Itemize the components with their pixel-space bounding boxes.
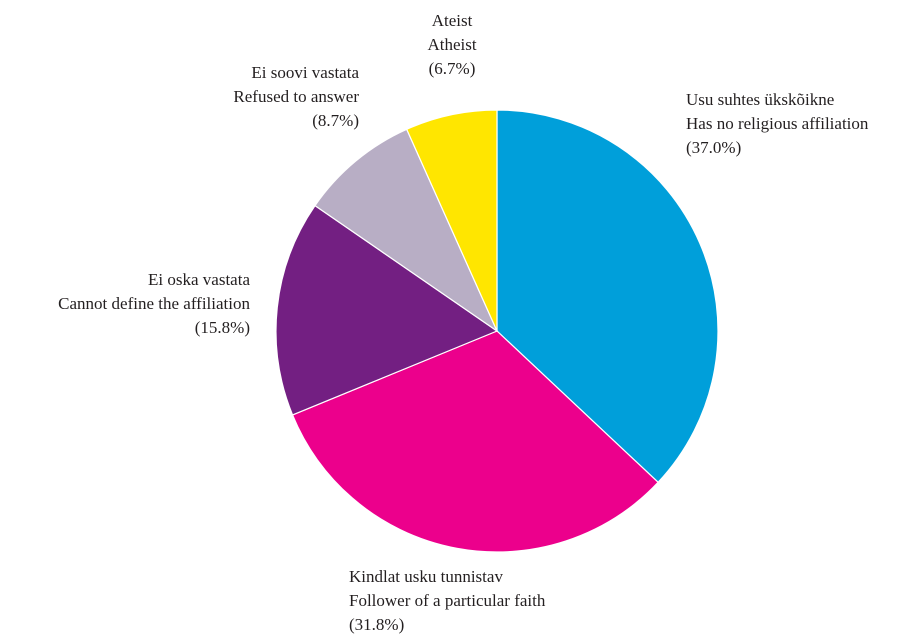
slice-atheist [405,109,498,332]
slice-label-atheist: Ateist Atheist (6.7%) [412,9,492,81]
label-english: Follower of a particular faith [349,591,546,610]
slice-label-refused: Ei soovi vastata Refused to answer (8.7%… [233,61,359,133]
slice-label-no-affiliation: Usu suhtes ükskõikne Has no religious af… [686,88,868,160]
label-english: Refused to answer [233,87,359,106]
label-percent: (31.8%) [349,615,405,634]
label-percent: (37.0%) [686,138,742,157]
label-estonian: Ateist [431,11,473,30]
label-percent: (6.7%) [428,59,476,78]
slice-no-affiliation [496,109,719,484]
slice-label-follower: Kindlat usku tunnistav Follower of a par… [349,565,545,637]
slice-cannot-define [275,204,499,416]
label-percent: (15.8%) [194,318,250,337]
label-estonian: Ei oska vastata [148,270,250,289]
label-percent: (8.7%) [312,111,359,130]
label-english: Atheist [427,35,477,54]
label-estonian: Usu suhtes ükskõikne [686,90,835,109]
slice-label-cannot-define: Ei oska vastata Cannot define the affili… [58,268,250,340]
slice-refused [314,128,499,333]
label-estonian: Ei soovi vastata [251,63,359,82]
label-estonian: Kindlat usku tunnistav [349,567,503,586]
label-english: Has no religious affiliation [686,114,869,133]
label-english: Cannot define the affiliation [58,294,250,313]
slice-follower [291,330,659,553]
